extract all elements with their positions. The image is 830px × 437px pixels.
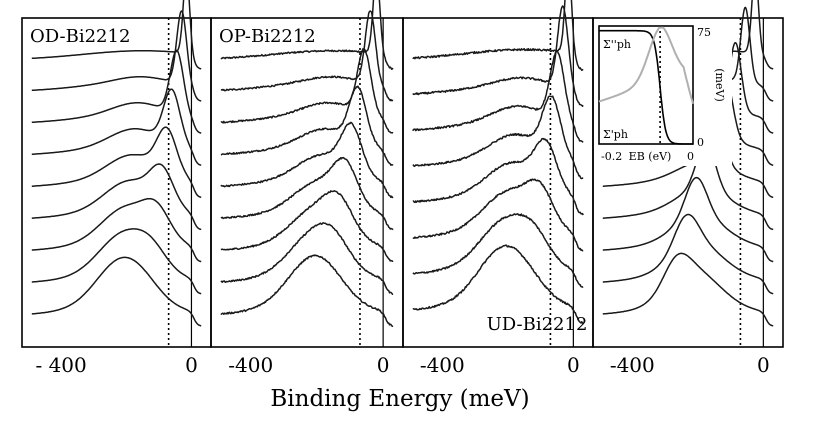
spectrum-curve xyxy=(412,50,584,143)
spectrum-curve xyxy=(31,10,202,102)
spectrum-curve xyxy=(220,222,394,295)
inset-frame xyxy=(598,25,694,145)
inset-series-imag xyxy=(599,29,693,145)
spectrum-curve xyxy=(412,178,584,252)
spectrum-curve xyxy=(31,197,202,263)
spectrum-curve xyxy=(412,244,584,324)
inset-x-label: EB (eV) xyxy=(629,150,672,163)
inset-y-label: (meV) xyxy=(713,68,726,101)
x-tick-label: -400 xyxy=(610,353,655,377)
spectrum-curve xyxy=(220,10,394,102)
x-tick-label: 0 xyxy=(377,353,390,377)
spectrum-curve xyxy=(220,190,394,263)
x-tick-label: -400 xyxy=(228,353,273,377)
spectrum-curve xyxy=(412,5,584,107)
panel-2: -400 0 OP-Bi2212 xyxy=(210,0,404,377)
x-axis-label: Binding Energy (meV) xyxy=(270,386,529,412)
spectrum-curve xyxy=(31,49,202,134)
panel-label: OD-Bi2212 xyxy=(30,26,130,47)
x-tick-label: 0 xyxy=(567,353,580,377)
spectrum-curve xyxy=(220,48,394,134)
spectrum-curve xyxy=(602,252,774,327)
inset-x-tick: -0.2 xyxy=(601,150,622,163)
spectrum-curve xyxy=(412,95,584,180)
panel-1: - 400 0 OD-Bi2212 xyxy=(21,0,212,377)
spectrum-curve xyxy=(220,0,394,70)
spectrum-curve xyxy=(412,213,584,288)
panel-frame xyxy=(592,17,784,348)
spectrum-curve xyxy=(31,88,202,166)
inset-y-tick: 75 xyxy=(697,26,711,39)
x-tick-label: 0 xyxy=(757,353,770,377)
spectrum-curve xyxy=(220,254,394,327)
spectrum-curve xyxy=(220,121,394,199)
spectrum-curve xyxy=(220,85,394,166)
inset-background xyxy=(596,20,732,166)
inset-y-tick: 0 xyxy=(697,136,704,149)
spectrum-curve xyxy=(31,163,202,231)
inset-plot: Σ''ph Σ'ph 75 0 (meV) -0.2 0 EB (eV) xyxy=(596,20,732,166)
inset-series-real xyxy=(598,26,694,105)
panel-label: OP-Bi2212 xyxy=(219,26,316,47)
x-tick-label: - 400 xyxy=(35,353,86,377)
spectrum-curve xyxy=(412,0,584,71)
spectrum-curve xyxy=(412,137,584,216)
spectrum-curve xyxy=(31,228,202,295)
spectrum-curve xyxy=(31,0,202,70)
spectrum-curve xyxy=(31,256,202,327)
inset-legend-real: Σ'ph xyxy=(603,128,628,141)
spectrum-curve xyxy=(220,156,394,231)
spectrum-curve xyxy=(602,213,774,295)
inset-legend-imag: Σ''ph xyxy=(603,38,631,51)
panel-label: UD-Bi2212 xyxy=(487,314,588,335)
spectrum-curve xyxy=(602,142,774,231)
x-tick-label: 0 xyxy=(185,353,198,377)
inset-x-tick: 0 xyxy=(687,150,694,163)
spectrum-curve xyxy=(31,126,202,199)
panels-group: - 400 0 OD-Bi2212 -400 0 OP-Bi2212 -400 0 UD-Bi2… xyxy=(21,0,784,377)
x-tick-label: -400 xyxy=(420,353,465,377)
spectrum-curve xyxy=(602,176,774,263)
